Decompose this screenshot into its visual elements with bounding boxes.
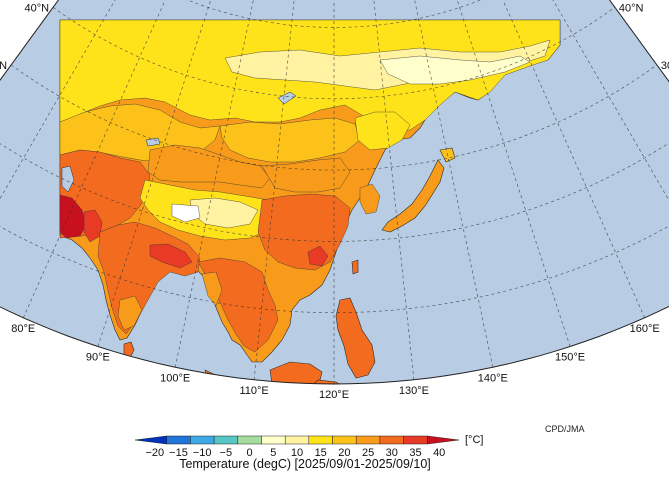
- zone-mongolia-light: [219, 117, 361, 163]
- parallel-line: [10, 64, 658, 171]
- zone-balkhash-water: [145, 137, 161, 147]
- colorbar-segment: [237, 435, 262, 445]
- colorbar-segment: [355, 435, 381, 445]
- colorbar-legend: −20 −15 −10 −5 0 5 10 15 20 25 30 35 40 [°C]: [134, 434, 483, 459]
- colorbar-tick-label: 0: [247, 447, 253, 459]
- lon-label-bottom: 150°E: [555, 352, 585, 364]
- colorbar-tick-label: 40: [433, 447, 445, 459]
- zone-caspian-water: [61, 165, 75, 193]
- zone-manchuria-yellow: [354, 111, 411, 151]
- colorbar-segment: [308, 435, 333, 445]
- lat-label-right: 30°N: [661, 60, 669, 72]
- colorbar-segment: [332, 435, 357, 445]
- lon-label-bottom: 160°E: [630, 323, 660, 335]
- coordinate-labels: 60°E70°E80°E90°E100°E110°E120°E130°E140°…: [0, 2, 669, 401]
- lat-label-right: 40°N: [619, 2, 644, 14]
- land-new-guinea: [297, 379, 351, 385]
- land-japan: [381, 159, 445, 233]
- colorbar-segment: [134, 435, 167, 445]
- zone-china-hot: [257, 193, 351, 271]
- colorbar-tick-label: 35: [409, 447, 421, 459]
- colorbar-tick-label: 30: [386, 447, 398, 459]
- zone-india-red: [149, 243, 193, 269]
- colorbar-segment: [261, 435, 286, 445]
- zone-india-south-orange: [117, 295, 143, 331]
- colorbar-tick-label: 10: [291, 447, 303, 459]
- zone-tarim-orange: [147, 144, 271, 189]
- colorbar-tick-label: −20: [145, 447, 164, 459]
- parallel-line: [52, 7, 616, 100]
- zone-gobi-orange: [261, 157, 351, 193]
- parallel-line: [0, 142, 669, 242]
- colorbar-segment: [190, 435, 215, 445]
- lon-label-bottom: 100°E: [160, 372, 190, 384]
- graticule: [0, 0, 669, 384]
- land-borneo: [269, 361, 323, 385]
- parallel-line: [0, 225, 669, 314]
- colorbar-tick-label: 5: [270, 447, 276, 459]
- colorbar-segment: [379, 435, 404, 445]
- colorbar-unit: [°C]: [465, 434, 483, 446]
- zone-myanmar-pale: [201, 271, 223, 307]
- lon-label-bottom: 120°E: [319, 389, 349, 401]
- lon-label-bottom: 130°E: [399, 385, 429, 397]
- map-frame: [0, 0, 669, 385]
- colorbar-segment: [166, 435, 191, 445]
- lon-label-bottom: 110°E: [239, 385, 268, 397]
- zone-northeast-pale: [379, 55, 531, 85]
- colorbar-tick-label: −15: [169, 447, 188, 459]
- lon-label-bottom: 140°E: [478, 372, 508, 384]
- colorbar-segment: [403, 435, 428, 445]
- zone-baikal-water: [277, 91, 297, 105]
- lon-label-bottom: 90°E: [86, 352, 110, 364]
- zone-tibet-white: [171, 203, 201, 223]
- lat-label-left: 40°N: [25, 2, 50, 14]
- colorbar-tick-label: −10: [193, 447, 212, 459]
- colorbar-tick-label: −5: [220, 447, 233, 459]
- map-caption: Temperature (degC) [2025/09/01-2025/09/1…: [179, 457, 431, 471]
- colorbar-segment: [213, 435, 239, 445]
- colorbar-tick-label: 15: [315, 447, 327, 459]
- colorbar-segment: [284, 435, 310, 445]
- zone-korea: [359, 183, 381, 215]
- colorbar-segment: [427, 435, 460, 445]
- lat-label-left: 30°N: [0, 60, 7, 72]
- zone-china-red-spot: [307, 245, 329, 267]
- colorbar-tick-label: 20: [338, 447, 350, 459]
- lon-label-bottom: 80°E: [11, 323, 35, 335]
- land-taiwan: [351, 259, 359, 275]
- colorbar-tick-label: 25: [362, 447, 374, 459]
- credit-text: CPD/JMA: [545, 424, 585, 434]
- land-layer: [59, 19, 561, 385]
